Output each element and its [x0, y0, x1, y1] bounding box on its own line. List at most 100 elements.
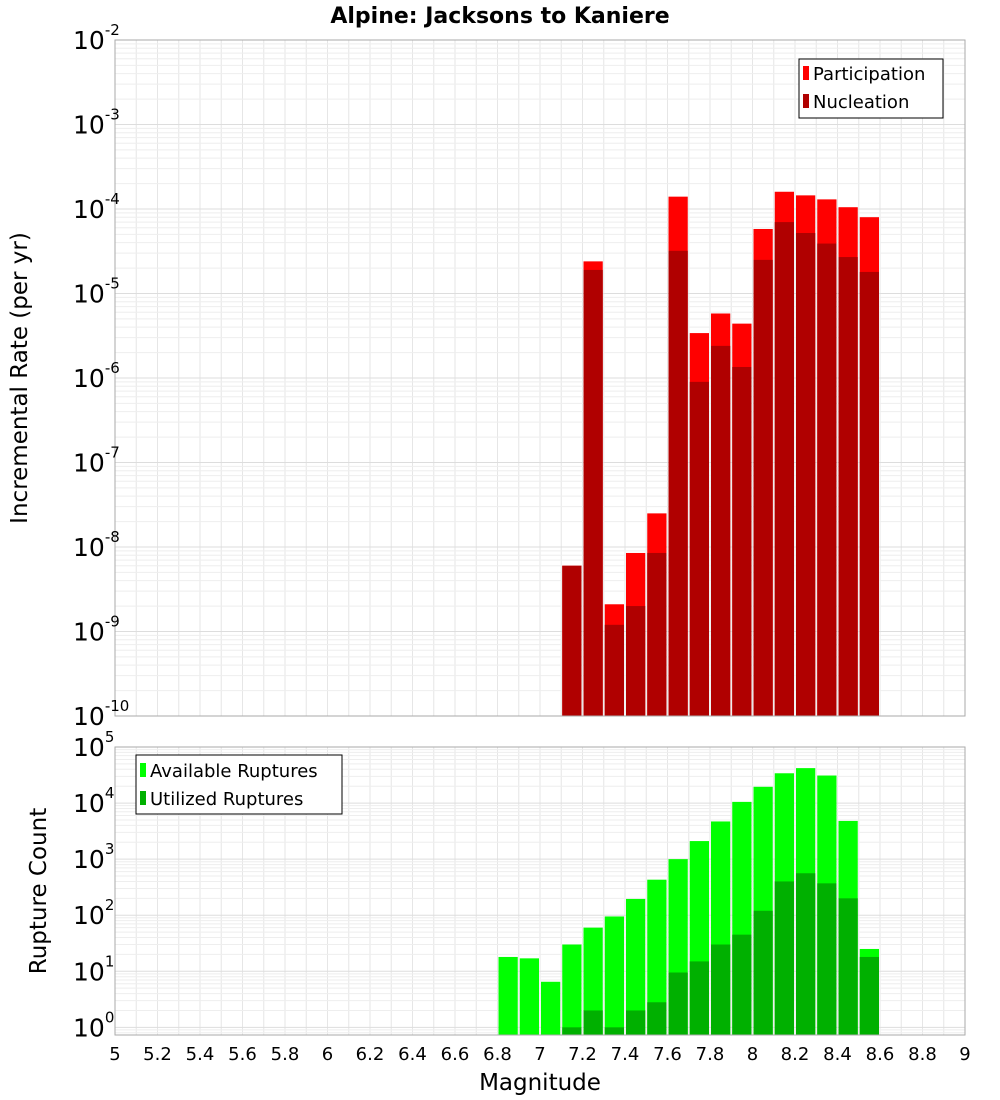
count-utilized-ruptures-bar: [859, 956, 879, 1035]
rate-nucleation-bar: [626, 606, 646, 716]
count-utilized-ruptures-bar: [711, 944, 731, 1035]
rupture-count-panel: 100 101 102 103 104 105 5 5.2 5.4 5.6 5.8 6 6.2 6.4 6…: [26, 728, 971, 1096]
x-tick-label: 5.6: [228, 1044, 257, 1065]
rate-nucleation-bar: [838, 257, 858, 716]
nucleation-legend-swatch: [803, 94, 809, 108]
x-tick-label: 7: [534, 1044, 545, 1065]
count-legend: Available Ruptures Utilized Ruptures: [135, 754, 343, 815]
count-y-tick-labels: 100 101 102 103 104 105: [73, 728, 114, 1042]
rate-bars: [562, 191, 879, 717]
x-tick-label: 7.4: [611, 1044, 640, 1065]
y-tick-label: 10-9: [73, 613, 120, 647]
rate-nucleation-bar: [817, 243, 837, 716]
y-tick-label: 10-3: [73, 106, 120, 140]
x-tick-label: 8: [747, 1044, 758, 1065]
y-tick-label: 102: [73, 896, 114, 930]
x-tick-label: 5.2: [143, 1044, 172, 1065]
y-tick-label: 10-7: [73, 444, 120, 478]
utilized-legend-swatch: [140, 791, 146, 805]
chart-title: Alpine: Jacksons to Kaniere: [330, 4, 669, 29]
y-tick-label: 100: [73, 1008, 114, 1042]
x-tick-label: 6.2: [356, 1044, 385, 1065]
count-utilized-ruptures-bar: [838, 898, 858, 1035]
x-tick-label: 5: [109, 1044, 120, 1065]
utilized-legend-label: Utilized Ruptures: [150, 789, 303, 810]
rate-nucleation-bar: [583, 269, 603, 716]
rate-y-tick-labels: 10-10 10-9 10-8 10-7 10-6 10-5 10-4 10-3 10-2: [73, 21, 129, 731]
x-tick-label: 6.8: [483, 1044, 512, 1065]
count-bars: [498, 768, 879, 1035]
count-available-ruptures-bar: [647, 879, 667, 1035]
count-available-ruptures-bar: [626, 898, 646, 1035]
count-utilized-ruptures-bar: [796, 873, 816, 1035]
count-available-ruptures-bar: [541, 981, 561, 1035]
rate-nucleation-bar: [647, 552, 667, 716]
count-available-ruptures-bar: [562, 944, 582, 1035]
count-utilized-ruptures-bar: [774, 881, 794, 1035]
y-tick-label: 10-5: [73, 275, 120, 309]
rate-plot-border: [114, 39, 966, 717]
count-utilized-ruptures-bar: [562, 1027, 582, 1035]
rate-nucleation-bar: [774, 222, 794, 716]
y-tick-label: 10-10: [73, 697, 129, 731]
x-tick-label: 5.8: [271, 1044, 300, 1065]
rate-gridlines: [114, 40, 966, 717]
count-available-ruptures-bar: [519, 958, 539, 1035]
x-tick-label: 9: [959, 1044, 970, 1065]
y-tick-label: 105: [73, 728, 114, 762]
x-tick-label: 8.6: [866, 1044, 895, 1065]
count-legend-box: [135, 754, 343, 815]
rate-legend: Participation Nucleation: [798, 58, 944, 119]
count-plot-border: [114, 746, 966, 1036]
x-tick-label: 8.2: [781, 1044, 810, 1065]
y-tick-label: 104: [73, 784, 114, 818]
count-utilized-ruptures-bar: [689, 961, 709, 1035]
rate-y-axis-label: Incremental Rate (per yr): [7, 232, 33, 524]
rate-nucleation-bar: [732, 366, 752, 716]
x-tick-label: 7.8: [696, 1044, 725, 1065]
rate-nucleation-bar: [796, 232, 816, 716]
x-axis-label: Magnitude: [479, 1070, 601, 1096]
count-available-ruptures-bar: [583, 927, 603, 1035]
count-utilized-ruptures-bar: [583, 1010, 603, 1035]
y-tick-label: 10-2: [73, 21, 120, 55]
rate-legend-box: [798, 58, 944, 119]
count-utilized-ruptures-bar: [668, 972, 688, 1035]
count-utilized-ruptures-bar: [626, 1010, 646, 1035]
x-tick-label: 7.2: [568, 1044, 597, 1065]
count-utilized-ruptures-bar: [604, 1027, 624, 1035]
x-tick-label: 5.4: [186, 1044, 215, 1065]
count-utilized-ruptures-bar: [732, 934, 752, 1035]
y-tick-label: 101: [73, 952, 114, 986]
participation-legend-label: Participation: [813, 64, 925, 85]
rate-panel: 10-10 10-9 10-8 10-7 10-6 10-5 10-4 10-3 10-2 In…: [7, 21, 966, 731]
x-tick-label: 6.4: [398, 1044, 427, 1065]
y-tick-label: 103: [73, 840, 114, 874]
y-tick-label: 10-6: [73, 359, 120, 393]
rate-nucleation-bar: [604, 624, 624, 716]
x-tick-label: 6: [322, 1044, 333, 1065]
rate-nucleation-bar: [668, 250, 688, 716]
rate-nucleation-bar: [689, 381, 709, 716]
y-tick-label: 10-4: [73, 190, 120, 224]
rate-nucleation-bar: [859, 271, 879, 716]
x-tick-label: 8.8: [908, 1044, 937, 1065]
x-tick-label: 6.6: [441, 1044, 470, 1065]
rate-nucleation-bar: [562, 565, 582, 716]
count-utilized-ruptures-bar: [647, 1002, 667, 1035]
x-tick-label: 7.6: [653, 1044, 682, 1065]
count-available-ruptures-bar: [498, 956, 518, 1035]
count-y-axis-label: Rupture Count: [26, 808, 52, 974]
rate-nucleation-bar: [753, 259, 773, 716]
rate-nucleation-bar: [711, 345, 731, 716]
available-legend-swatch: [140, 763, 146, 777]
count-gridlines: [114, 747, 966, 1035]
participation-legend-swatch: [803, 66, 809, 80]
count-utilized-ruptures-bar: [817, 883, 837, 1035]
y-tick-label: 10-8: [73, 528, 120, 562]
x-tick-label: 8.4: [823, 1044, 852, 1065]
count-utilized-ruptures-bar: [753, 910, 773, 1035]
magnitude-x-tick-labels: 5 5.2 5.4 5.6 5.8 6 6.2 6.4 6.6 6.8 7 7.2 7.4 7.6 7.8 8…: [109, 1044, 970, 1065]
nucleation-legend-label: Nucleation: [813, 92, 909, 113]
